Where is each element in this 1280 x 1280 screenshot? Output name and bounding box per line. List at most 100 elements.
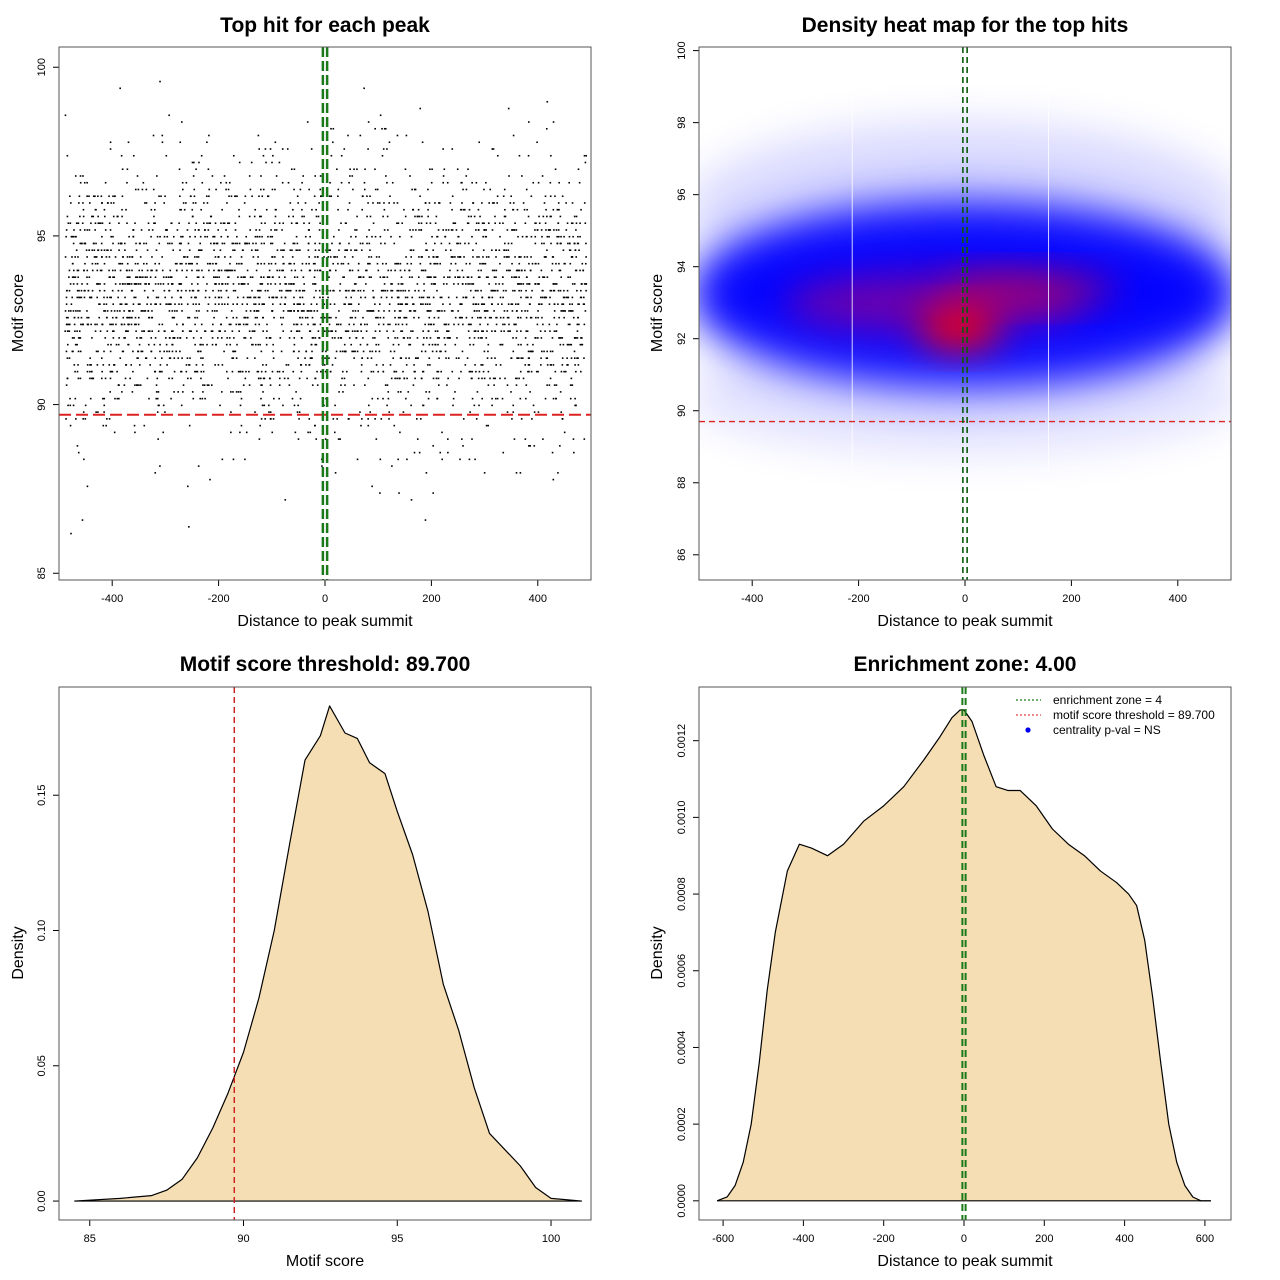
scatter-point	[75, 222, 78, 225]
scatter-point	[557, 202, 560, 204]
scatter-point	[86, 310, 88, 312]
scatter-point	[307, 249, 310, 252]
scatter-point	[566, 364, 568, 366]
scatter-point	[120, 242, 123, 245]
scatter-point	[386, 330, 388, 332]
scatter-point	[343, 343, 346, 346]
heatmap-x-tick-label: 0	[962, 593, 968, 605]
scatter-point	[126, 303, 128, 305]
scatter-point	[73, 364, 76, 366]
scatter-point	[176, 337, 179, 339]
scatter-point	[492, 289, 495, 292]
scatter-point	[384, 242, 386, 245]
scatter-point	[128, 310, 131, 312]
scatter-point	[407, 391, 410, 393]
scatter-point	[569, 384, 572, 386]
scatter-point	[397, 458, 399, 461]
scatter-point	[493, 310, 495, 312]
scatter-point	[579, 296, 582, 299]
scatter-point	[179, 262, 182, 265]
scatter-point	[367, 377, 370, 380]
scatter-point	[103, 397, 106, 400]
scatter-point	[128, 323, 130, 326]
scatter-point	[70, 303, 73, 305]
scatter-point	[257, 256, 259, 258]
scatter-point	[86, 485, 89, 488]
scatter-point	[131, 289, 134, 292]
scatter-point	[392, 330, 395, 332]
scatter-point	[245, 431, 248, 434]
scatter-point	[238, 161, 241, 164]
scatter-point	[519, 397, 522, 400]
scatter-point	[312, 337, 315, 339]
scatter-point	[319, 175, 322, 177]
scatter-point	[103, 303, 105, 305]
scatter-point	[420, 296, 423, 299]
scatter-point	[210, 330, 213, 332]
scatter-point	[214, 256, 217, 258]
scatter-point	[457, 283, 460, 285]
scatter-point	[388, 418, 390, 420]
scatter-point	[405, 134, 408, 137]
scatter-point	[227, 188, 230, 191]
scatter-point	[435, 262, 437, 265]
scatter-point	[505, 256, 508, 258]
scatter-point	[513, 438, 516, 440]
scatter-point	[526, 256, 529, 258]
scatter-point	[77, 276, 79, 278]
scatter-point	[223, 303, 226, 305]
scatter-point	[491, 397, 493, 400]
scatter-point	[175, 269, 178, 272]
scatter-point	[88, 229, 91, 231]
scatter-point	[351, 256, 354, 258]
scatter-point	[363, 188, 366, 191]
scatter-point	[382, 370, 385, 373]
scatter-point	[520, 256, 522, 258]
scatter-point	[386, 215, 389, 218]
scatter-point	[518, 377, 520, 380]
scatter-point	[90, 377, 93, 380]
scatter-point	[552, 283, 555, 285]
scatter-point	[544, 330, 546, 332]
scatter-point	[518, 289, 520, 292]
scatter-point	[276, 249, 279, 252]
scatter-point	[545, 229, 547, 231]
scatter-point	[442, 148, 444, 150]
scatter-point	[271, 276, 274, 278]
scatter-point	[231, 269, 234, 272]
scatter-point	[221, 458, 224, 461]
scatter-point	[482, 330, 484, 332]
scatter-point	[374, 418, 376, 420]
scatter-point	[444, 235, 446, 238]
scatter-point	[370, 256, 373, 258]
scatter-point	[204, 235, 206, 238]
scatter-point	[473, 330, 476, 332]
scatter-point	[115, 316, 117, 319]
scatter-point	[82, 202, 84, 204]
scatter-point	[349, 316, 352, 319]
scatter-point	[438, 202, 440, 204]
scatter-point	[285, 283, 288, 285]
scatter-point	[248, 175, 251, 177]
scatter-point	[347, 330, 350, 332]
scatter-point	[72, 310, 75, 312]
scatter-point	[398, 310, 401, 312]
scatter-point	[389, 350, 392, 353]
scatter-point	[221, 242, 224, 245]
scatter-point	[366, 215, 368, 218]
scatter-point	[198, 269, 200, 272]
scatter-point	[301, 215, 303, 218]
score-density-y-tick-label: 0.00	[36, 1190, 48, 1211]
scatter-point	[481, 202, 483, 204]
distance-density-x-tick-label: 0	[961, 1233, 967, 1245]
scatter-point	[99, 289, 101, 292]
scatter-point	[315, 438, 318, 440]
scatter-point	[136, 175, 139, 177]
scatter-point	[208, 296, 211, 299]
scatter-point	[477, 276, 480, 278]
scatter-point	[568, 242, 571, 245]
scatter-point	[314, 249, 317, 252]
scatter-point	[314, 377, 316, 380]
scatter-point	[486, 330, 488, 332]
scatter-point	[95, 256, 98, 258]
